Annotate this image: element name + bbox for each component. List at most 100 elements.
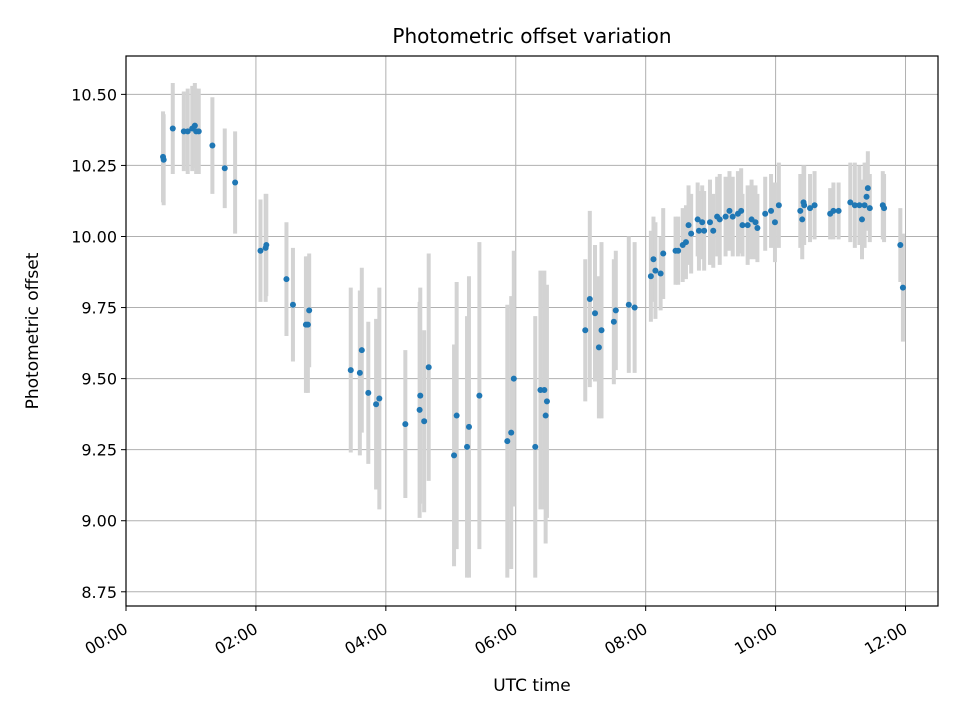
x-axis-ticks: 00:00 02:00 04:00 06:00 08:00 10:00 12:00 <box>82 606 911 659</box>
data-point <box>304 321 311 328</box>
y-tick-label: 9.25 <box>81 441 117 460</box>
data-point <box>682 239 689 246</box>
x-tick-label: 06:00 <box>471 619 520 659</box>
x-axis-label: UTC time <box>493 676 571 696</box>
data-point <box>465 423 472 430</box>
data-point <box>376 395 383 402</box>
data-point <box>416 406 423 413</box>
y-axis-label: Photometric offset <box>23 252 43 409</box>
data-point <box>451 452 458 459</box>
data-point <box>160 156 167 163</box>
y-tick-label: 9.50 <box>81 370 117 389</box>
data-point <box>744 222 751 229</box>
data-point <box>762 210 769 217</box>
data-point <box>542 412 549 419</box>
data-point <box>464 443 471 450</box>
data-point <box>660 250 667 257</box>
data-point <box>771 219 778 226</box>
data-point <box>881 205 888 212</box>
data-point <box>232 179 239 186</box>
data-point <box>807 205 814 212</box>
data-point <box>710 227 717 234</box>
y-tick-label: 10.00 <box>71 227 117 246</box>
y-tick-label: 9.75 <box>81 299 117 318</box>
data-point <box>861 202 868 209</box>
data-point <box>866 205 873 212</box>
data-point <box>221 165 228 172</box>
data-point <box>598 327 605 334</box>
x-tick-label: 04:00 <box>341 619 390 659</box>
data-point <box>543 398 550 405</box>
data-point <box>347 367 354 374</box>
data-point <box>365 389 372 396</box>
data-point <box>688 230 695 237</box>
data-point <box>191 122 198 129</box>
data-point <box>775 202 782 209</box>
data-point <box>612 307 619 314</box>
data-point <box>716 216 723 223</box>
data-point <box>657 270 664 277</box>
data-point <box>532 443 539 450</box>
data-point <box>847 199 854 206</box>
data-point <box>897 242 904 249</box>
data-point <box>694 216 701 223</box>
data-point <box>738 207 745 214</box>
data-point <box>169 125 176 132</box>
data-point <box>209 142 216 149</box>
y-tick-label: 9.00 <box>81 512 117 531</box>
data-point <box>306 307 313 314</box>
data-point <box>417 392 424 399</box>
data-point <box>695 227 702 234</box>
data-point <box>356 369 363 376</box>
data-point <box>476 392 483 399</box>
data-points <box>160 122 906 459</box>
data-point <box>685 222 692 229</box>
data-point <box>706 219 713 226</box>
chart-title: Photometric offset variation <box>392 24 671 48</box>
data-point <box>754 224 761 231</box>
data-point <box>283 276 290 283</box>
data-point <box>582 327 589 334</box>
data-point <box>595 344 602 351</box>
data-point <box>830 207 837 214</box>
data-point <box>768 207 775 214</box>
data-point <box>625 301 632 308</box>
data-point <box>541 386 548 393</box>
data-point <box>729 213 736 220</box>
data-point <box>647 273 654 280</box>
data-point <box>726 207 733 214</box>
data-point <box>835 207 842 214</box>
data-point <box>421 418 428 425</box>
data-point <box>402 421 409 428</box>
data-point <box>863 193 870 200</box>
data-point <box>856 202 863 209</box>
data-point <box>701 227 708 234</box>
data-point <box>257 247 264 254</box>
x-tick-label: 12:00 <box>861 619 910 659</box>
data-point <box>289 301 296 308</box>
gridlines <box>125 56 938 606</box>
data-point <box>739 222 746 229</box>
x-tick-label: 02:00 <box>211 619 260 659</box>
data-point <box>675 247 682 254</box>
data-point <box>801 202 808 209</box>
data-point <box>358 347 365 354</box>
data-point <box>504 438 511 445</box>
data-point <box>425 364 432 371</box>
data-point <box>592 310 599 317</box>
data-point <box>586 296 593 303</box>
data-point <box>797 207 804 214</box>
y-tick-label: 10.25 <box>71 156 117 175</box>
error-bars <box>161 83 905 578</box>
data-point <box>699 219 706 226</box>
x-tick-label: 08:00 <box>601 619 650 659</box>
data-point <box>851 202 858 209</box>
data-point <box>864 185 871 192</box>
y-axis-ticks: 8.75 9.00 9.25 9.50 9.75 10.00 10.25 10.50 <box>71 85 126 602</box>
data-point <box>858 216 865 223</box>
plot-area-frame <box>125 55 939 607</box>
data-point <box>610 318 617 325</box>
data-point <box>453 412 460 419</box>
y-tick-label: 8.75 <box>81 583 117 602</box>
y-tick-label: 10.50 <box>71 85 117 104</box>
